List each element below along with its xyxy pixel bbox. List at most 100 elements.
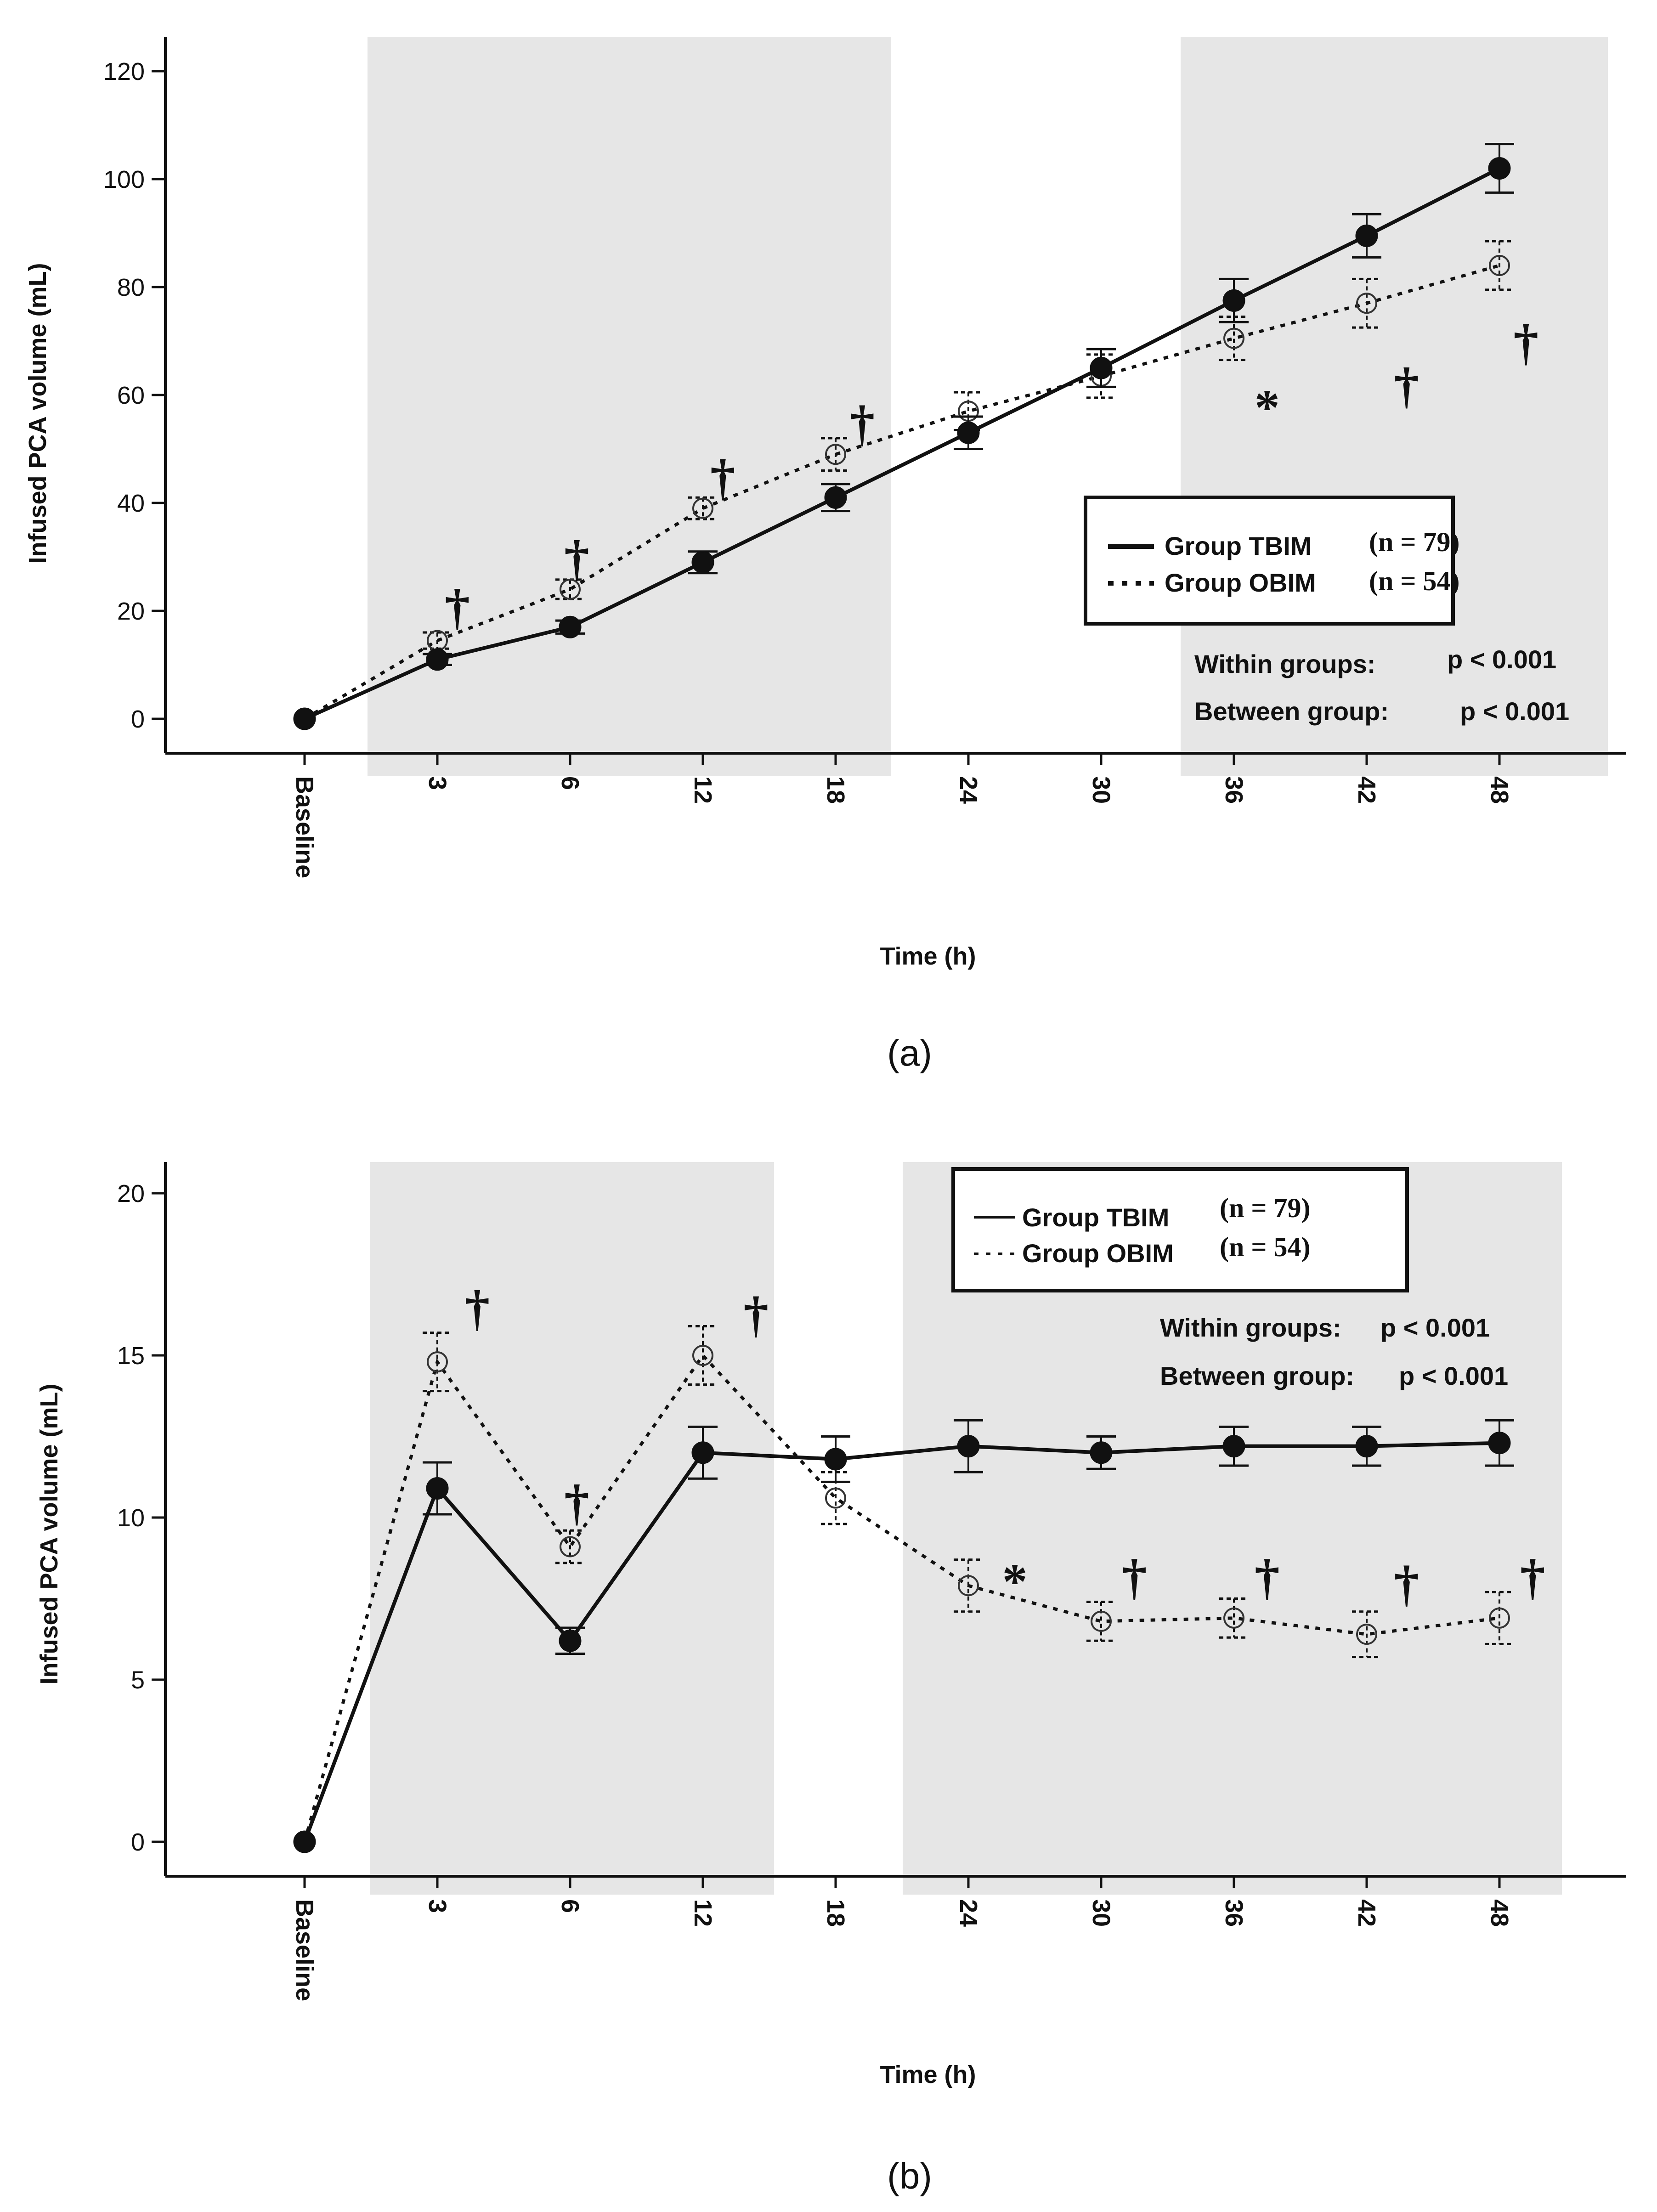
x-tick-label-a-1: 3 bbox=[424, 776, 451, 790]
series-b bbox=[293, 1325, 1514, 1853]
marker-a-tbim-3 bbox=[691, 551, 714, 574]
legend-box-b bbox=[951, 1167, 1409, 1292]
panel-label-a: (a) bbox=[887, 1033, 932, 1073]
y-tick-label-b-5: 5 bbox=[131, 1666, 145, 1694]
x-tick-label-a-2: 6 bbox=[556, 776, 584, 790]
stat-within-value-a: p < 0.001 bbox=[1447, 645, 1556, 674]
x-tick-label-a-3: 12 bbox=[689, 776, 717, 804]
dagger-marker-a-2: † bbox=[710, 449, 735, 505]
marker-b-obim-9 bbox=[1489, 1607, 1510, 1629]
shaded-regions-a bbox=[368, 37, 1608, 776]
marker-a-tbim-5 bbox=[957, 421, 980, 444]
dagger-marker-b-1: † bbox=[564, 1475, 589, 1531]
series-line-a-obim bbox=[304, 264, 1500, 721]
marker-b-obim-6 bbox=[1091, 1610, 1112, 1632]
error-bar-b-obim-9 bbox=[1485, 1591, 1514, 1645]
marker-b-obim-1 bbox=[427, 1351, 448, 1373]
dagger-marker-a-1: † bbox=[564, 530, 589, 587]
marker-b-obim-2 bbox=[560, 1536, 581, 1557]
stat-between-label-a: Between group: bbox=[1194, 697, 1389, 726]
dagger-marker-a-3: † bbox=[849, 395, 875, 451]
shaded-region-a-0 bbox=[368, 37, 891, 776]
series-a-tbim bbox=[293, 143, 1514, 730]
y-tick-label-a-100: 100 bbox=[103, 166, 145, 193]
marker-a-obim-4 bbox=[825, 444, 846, 465]
marker-a-tbim-7 bbox=[1222, 289, 1245, 312]
dagger-marker-b-2: † bbox=[743, 1287, 769, 1343]
error-bar-a-obim-4 bbox=[821, 437, 850, 472]
legend-n-tbim-b: (n = 79) bbox=[1220, 1193, 1311, 1223]
legend-n-obim-a: (n = 54) bbox=[1369, 566, 1460, 596]
y-tick-label-a-0: 0 bbox=[131, 705, 145, 733]
legend-label-tbim-a: Group TBIM bbox=[1165, 531, 1312, 560]
dagger-marker-b-4: † bbox=[1122, 1549, 1147, 1605]
y-tick-label-a-40: 40 bbox=[117, 490, 145, 517]
stat-within-label-a: Within groups: bbox=[1194, 649, 1376, 678]
asterisk-marker-b-3: * bbox=[1002, 1553, 1028, 1609]
marker-b-tbim-6 bbox=[1090, 1441, 1113, 1464]
x-ticks-b: Baseline 3 6 12 18 24 30 36 42 48 bbox=[291, 1876, 1513, 2001]
x-tick-label-b-6: 30 bbox=[1087, 1899, 1115, 1927]
stat-between-value-a: p < 0.001 bbox=[1460, 697, 1569, 726]
x-ticks-a: Baseline 3 6 12 18 24 30 36 42 48 bbox=[291, 753, 1513, 878]
x-tick-label-b-1: 3 bbox=[424, 1899, 451, 1913]
dagger-marker-a-6: † bbox=[1513, 315, 1538, 371]
annotations-a: † † † † * † † bbox=[445, 315, 1538, 635]
y-tick-label-a-80: 80 bbox=[117, 274, 145, 301]
legend-b: Group TBIM (n = 79) Group OBIM (n = 54) bbox=[951, 1167, 1409, 1292]
marker-a-tbim-4 bbox=[824, 486, 847, 509]
error-bar-b-obim-7 bbox=[1219, 1597, 1249, 1639]
marker-b-tbim-8 bbox=[1355, 1435, 1378, 1458]
x-tick-label-a-9: 48 bbox=[1486, 776, 1513, 804]
marker-b-obim-7 bbox=[1223, 1607, 1244, 1629]
marker-b-tbim-9 bbox=[1488, 1432, 1511, 1455]
x-tick-label-b-2: 6 bbox=[556, 1899, 584, 1913]
stat-within-value-b: p < 0.001 bbox=[1380, 1313, 1490, 1342]
marker-b-tbim-2 bbox=[559, 1629, 582, 1652]
marker-a-obim-2 bbox=[560, 579, 581, 600]
y-tick-label-a-60: 60 bbox=[117, 382, 145, 409]
dagger-marker-b-7: † bbox=[1520, 1549, 1545, 1605]
y-tick-label-b-0: 0 bbox=[131, 1828, 145, 1856]
error-bar-b-obim-1 bbox=[423, 1332, 452, 1393]
legend-box-a bbox=[1084, 496, 1455, 626]
marker-b-tbim-3 bbox=[691, 1441, 714, 1464]
marker-a-obim-3 bbox=[692, 497, 713, 519]
y-axis-label-a: Infused PCA volume (mL) bbox=[24, 263, 51, 564]
marker-a-tbim-1 bbox=[426, 648, 449, 671]
x-tick-label-a-5: 24 bbox=[955, 776, 982, 804]
marker-a-tbim-8 bbox=[1355, 224, 1378, 247]
marker-b-tbim-1 bbox=[426, 1477, 449, 1500]
y-tick-label-b-10: 10 bbox=[117, 1504, 145, 1532]
y-axis-label-b: Infused PCA volume (mL) bbox=[35, 1383, 63, 1684]
dagger-marker-b-5: † bbox=[1255, 1549, 1280, 1605]
x-tick-label-b-0: Baseline bbox=[291, 1899, 318, 2001]
stats-a: Within groups: p < 0.001 Between group: … bbox=[1194, 645, 1569, 726]
x-axis-label-b: Time (h) bbox=[880, 2061, 976, 2088]
marker-a-obim-9 bbox=[1489, 255, 1510, 276]
x-tick-label-b-9: 48 bbox=[1486, 1899, 1513, 1927]
axes-b bbox=[164, 1162, 1626, 1878]
marker-b-tbim-0 bbox=[293, 1830, 316, 1853]
x-tick-label-b-4: 18 bbox=[822, 1899, 849, 1927]
x-tick-label-b-8: 42 bbox=[1353, 1899, 1380, 1927]
dagger-marker-b-0: † bbox=[464, 1280, 490, 1336]
series-a-obim bbox=[294, 240, 1514, 729]
x-tick-label-a-0: Baseline bbox=[291, 776, 318, 878]
x-tick-label-b-7: 36 bbox=[1220, 1899, 1248, 1927]
series-b-obim bbox=[294, 1325, 1514, 1852]
error-bar-b-obim-3 bbox=[688, 1325, 718, 1386]
legend-label-obim-a: Group OBIM bbox=[1165, 568, 1316, 597]
error-bar-b-obim-6 bbox=[1086, 1601, 1116, 1642]
marker-b-obim-8 bbox=[1356, 1624, 1377, 1645]
marker-a-tbim-6 bbox=[1090, 356, 1113, 379]
legend-n-tbim-a: (n = 79) bbox=[1369, 527, 1460, 557]
y-ticks-b: 0 5 10 15 20 bbox=[117, 1180, 165, 1856]
x-tick-label-a-6: 30 bbox=[1087, 776, 1115, 804]
annotations-b: † † † * † † † † bbox=[464, 1280, 1545, 1612]
marker-a-obim-7 bbox=[1223, 327, 1244, 349]
marker-b-obim-4 bbox=[825, 1487, 846, 1509]
